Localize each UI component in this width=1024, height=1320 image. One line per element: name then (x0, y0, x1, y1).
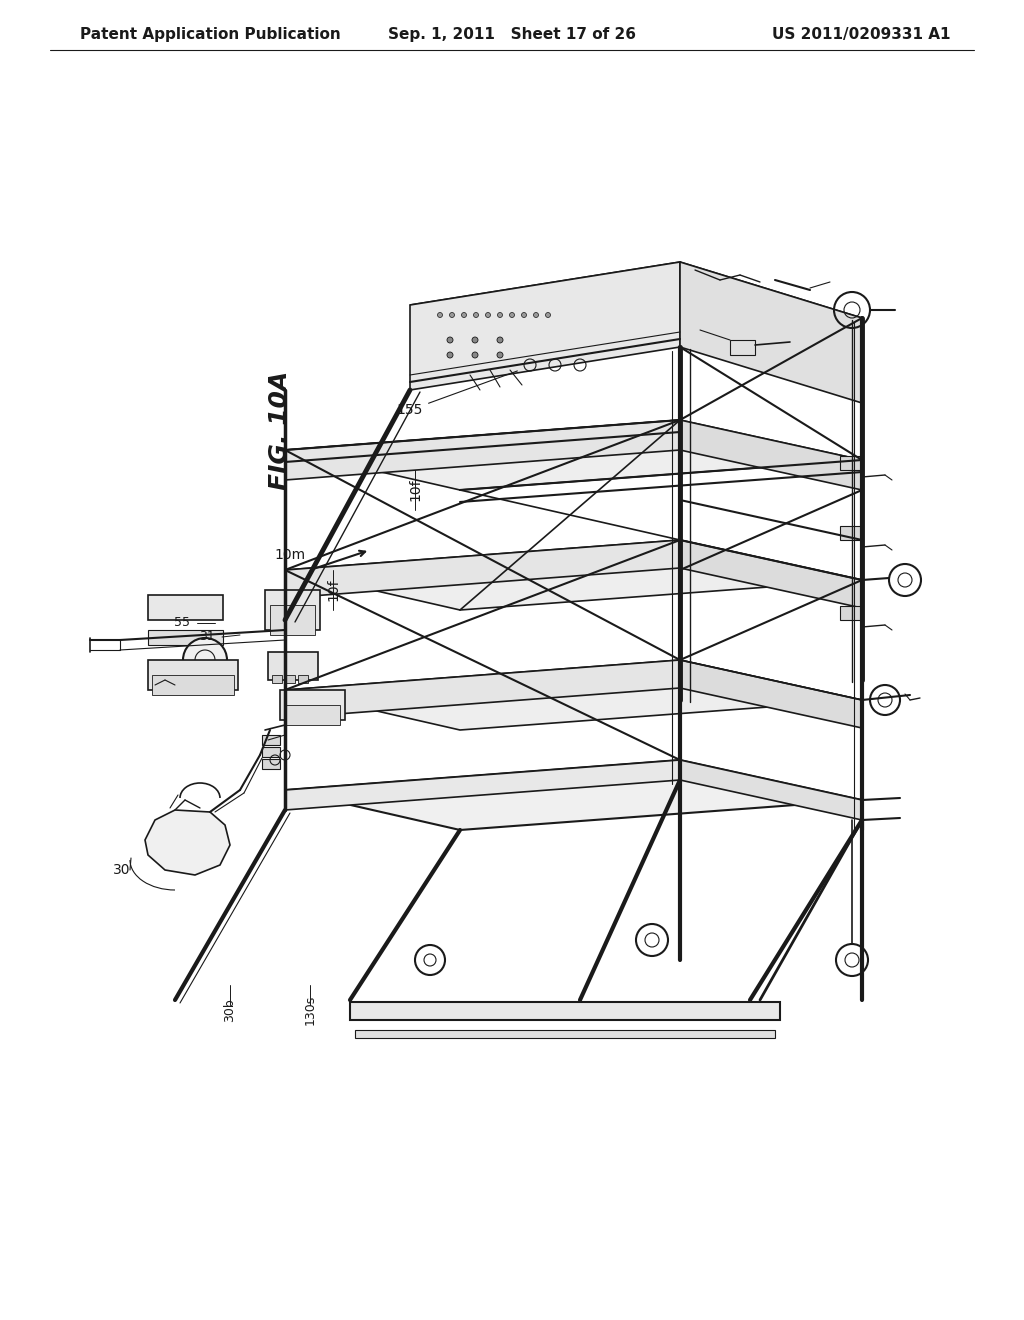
Polygon shape (285, 540, 862, 610)
Bar (840, 606, 862, 620)
Circle shape (450, 313, 455, 318)
Polygon shape (680, 420, 862, 490)
Bar (840, 455, 862, 470)
Circle shape (447, 352, 453, 358)
Bar (355, 1030, 775, 1038)
Circle shape (472, 352, 478, 358)
Circle shape (498, 313, 503, 318)
Bar (148, 595, 223, 620)
Circle shape (462, 313, 467, 318)
Text: 10f: 10f (408, 479, 422, 502)
Circle shape (437, 313, 442, 318)
Polygon shape (285, 660, 680, 718)
Bar (148, 630, 223, 645)
Circle shape (447, 337, 453, 343)
Bar (272, 675, 282, 682)
Text: US 2011/0209331 A1: US 2011/0209331 A1 (771, 28, 950, 42)
Circle shape (497, 337, 503, 343)
Bar (148, 660, 238, 690)
Bar (285, 705, 340, 725)
Polygon shape (285, 760, 862, 830)
Polygon shape (285, 540, 680, 598)
Text: 10m: 10m (274, 548, 305, 562)
Bar (265, 590, 319, 630)
Text: 30b: 30b (223, 998, 237, 1022)
Text: 10f: 10f (326, 578, 340, 602)
Polygon shape (285, 660, 862, 730)
Bar (270, 605, 315, 635)
Circle shape (546, 313, 551, 318)
Bar (840, 525, 862, 540)
Text: 31: 31 (200, 631, 215, 644)
Bar (152, 675, 234, 696)
Text: Patent Application Publication: Patent Application Publication (80, 28, 341, 42)
Polygon shape (680, 660, 862, 729)
Polygon shape (285, 420, 862, 490)
Polygon shape (680, 540, 862, 609)
Text: FIG. 10A: FIG. 10A (268, 371, 292, 490)
Circle shape (534, 313, 539, 318)
Bar (268, 652, 318, 680)
Circle shape (497, 352, 503, 358)
Circle shape (510, 313, 514, 318)
Circle shape (183, 638, 227, 682)
Polygon shape (285, 760, 680, 810)
Bar (730, 341, 755, 355)
Bar (285, 675, 295, 682)
Circle shape (472, 337, 478, 343)
Circle shape (485, 313, 490, 318)
Bar (298, 675, 308, 682)
Polygon shape (145, 810, 230, 875)
Bar (262, 747, 280, 756)
Text: 155: 155 (397, 371, 517, 417)
Bar (262, 759, 280, 770)
Polygon shape (410, 261, 862, 358)
Polygon shape (285, 420, 680, 480)
Bar (280, 690, 345, 719)
Bar (350, 1002, 780, 1020)
Text: 30: 30 (113, 863, 130, 876)
Polygon shape (410, 261, 680, 389)
Polygon shape (680, 261, 862, 403)
Text: Sep. 1, 2011   Sheet 17 of 26: Sep. 1, 2011 Sheet 17 of 26 (388, 28, 636, 42)
Circle shape (521, 313, 526, 318)
Text: 130s: 130s (303, 995, 316, 1026)
Polygon shape (680, 760, 862, 820)
Text: 55: 55 (174, 616, 190, 630)
Circle shape (473, 313, 478, 318)
Bar (262, 735, 280, 744)
